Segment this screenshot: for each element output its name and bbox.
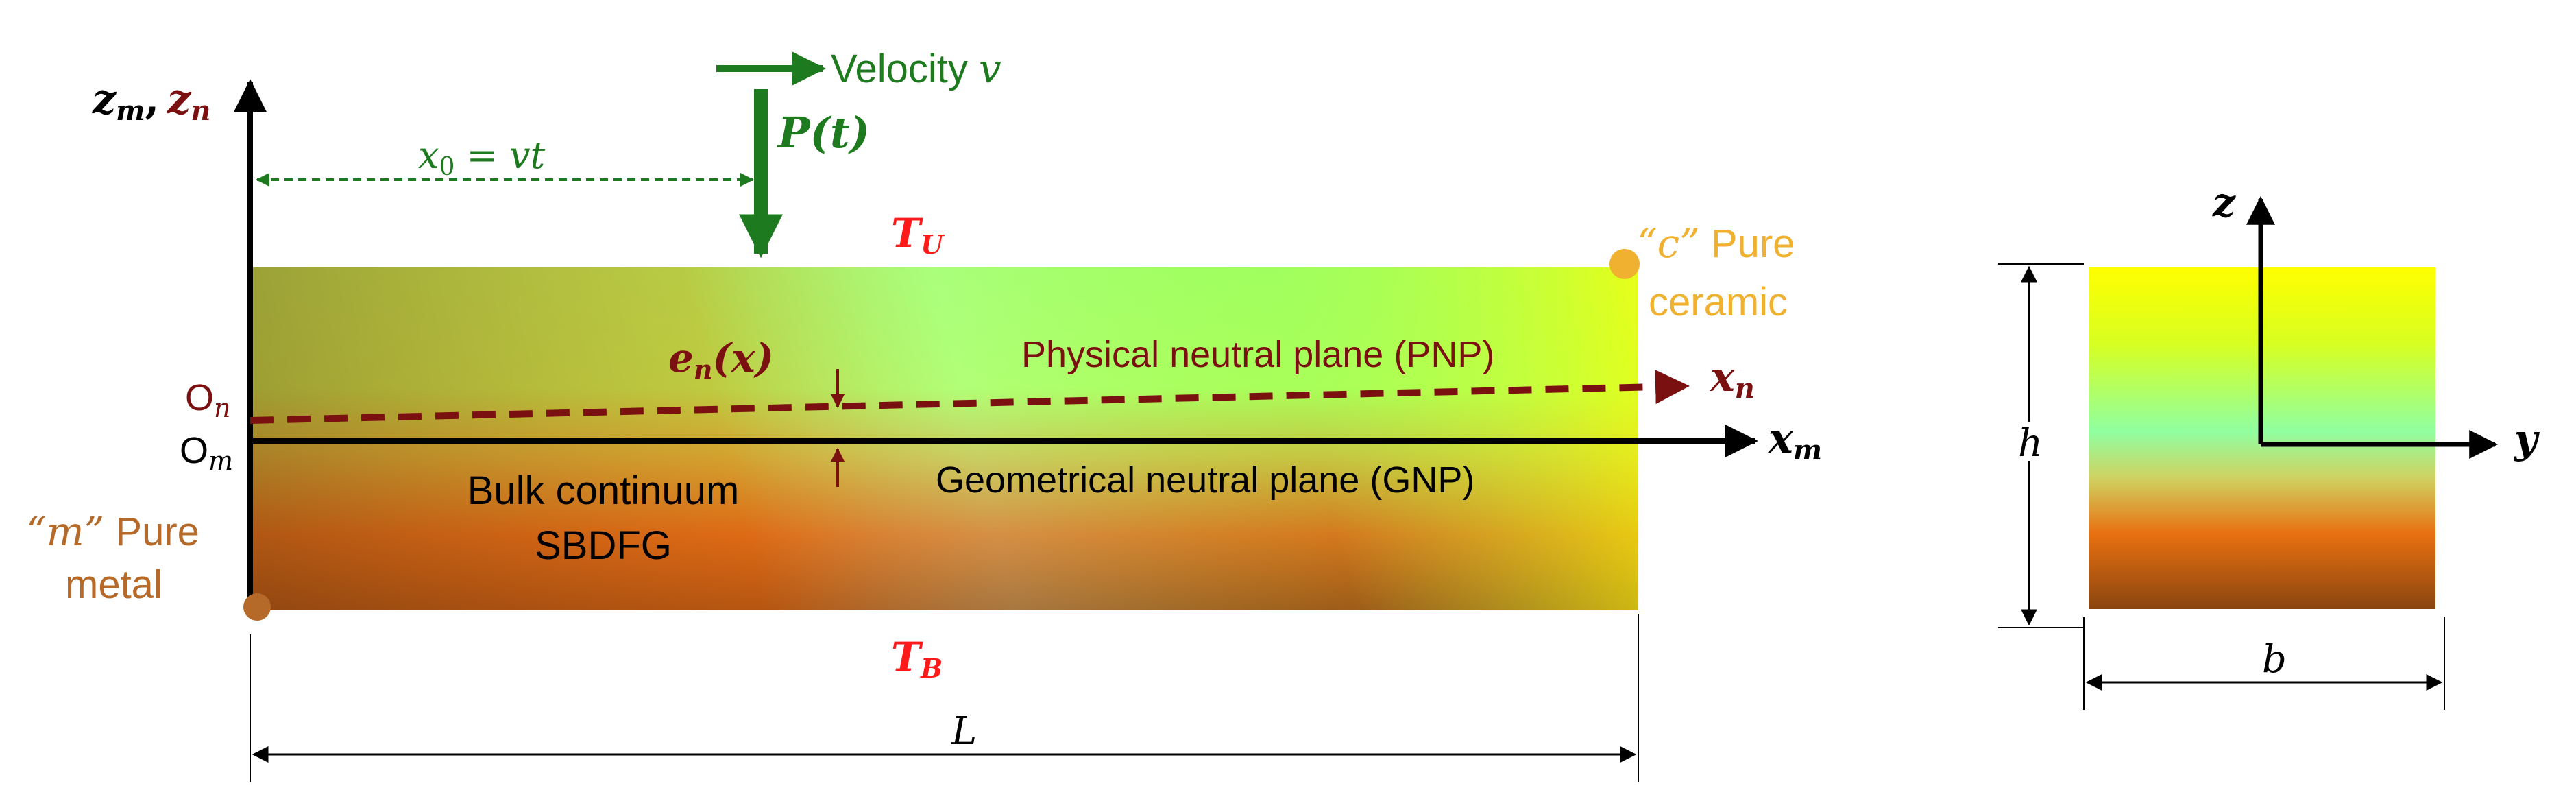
axis-zm-subscript: m bbox=[116, 95, 145, 127]
load-label: P(t) bbox=[777, 108, 870, 158]
axis-zm-label: z bbox=[92, 75, 117, 123]
metal-pure: Pure bbox=[104, 510, 199, 554]
velocity-word: Velocity bbox=[831, 47, 979, 91]
axis-zn-label: z bbox=[167, 75, 192, 123]
ceramic-quote: “c” bbox=[1637, 220, 1700, 267]
metal-quote: “m” bbox=[26, 508, 104, 555]
height-label: h bbox=[2018, 421, 2043, 466]
xm-symbol: x bbox=[1767, 415, 1794, 463]
length-label: L bbox=[951, 709, 977, 754]
top-temperature-label: TU bbox=[891, 210, 945, 260]
ceramic-pure: Pure bbox=[1700, 222, 1795, 266]
cs-z-label: z bbox=[2212, 179, 2236, 226]
cs-y-label: y bbox=[2513, 416, 2540, 462]
metal-label-line2: metal bbox=[65, 562, 162, 607]
pnp-label: Physical neutral plane (PNP) bbox=[1021, 334, 1494, 375]
tb-symbol: T bbox=[891, 634, 923, 680]
cross-section: z y h b bbox=[1998, 179, 2540, 710]
ceramic-label-line1: “c” Pure bbox=[1637, 220, 1795, 267]
en-symbol: e bbox=[668, 335, 694, 381]
origin-m-subscript: m bbox=[208, 446, 233, 476]
tb-subscript: B bbox=[920, 653, 943, 684]
origin-n-label: On bbox=[185, 377, 231, 423]
bulk-label-line2: SBDFG bbox=[535, 523, 672, 568]
metal-point bbox=[243, 593, 271, 621]
xm-subscript: m bbox=[1793, 434, 1822, 466]
tu-symbol: T bbox=[891, 210, 923, 256]
en-subscript: n bbox=[694, 354, 713, 385]
origin-n-symbol: O bbox=[185, 377, 214, 418]
physical-neutral-plane bbox=[250, 370, 1690, 424]
gnp-label: Geometrical neutral plane (GNP) bbox=[936, 459, 1474, 501]
xn-symbol: x bbox=[1709, 353, 1736, 401]
x0-label: x0 = vt bbox=[418, 134, 545, 181]
bottom-temperature-label: TB bbox=[891, 634, 943, 684]
xn-subscript: n bbox=[1735, 372, 1755, 405]
x0-rhs: = vt bbox=[454, 134, 545, 177]
x0-subscript: 0 bbox=[439, 153, 454, 181]
en-argument: (x) bbox=[713, 335, 774, 381]
velocity-symbol: v bbox=[979, 45, 1001, 92]
ceramic-point bbox=[1609, 249, 1640, 279]
xm-axis-label: xm bbox=[1767, 415, 1822, 466]
width-label: b bbox=[2262, 637, 2287, 682]
xn-axis-label: xn bbox=[1709, 353, 1755, 405]
axis-comma: , bbox=[145, 75, 159, 123]
x0-symbol: x bbox=[418, 134, 439, 177]
metal-label-line1: “m” Pure bbox=[26, 508, 199, 555]
ceramic-label-line2: ceramic bbox=[1649, 280, 1788, 324]
eccentricity-label: en(x) bbox=[668, 335, 774, 385]
axis-z-label: zm, zn bbox=[92, 75, 210, 127]
tu-subscript: U bbox=[921, 229, 945, 260]
origin-n-subscript: n bbox=[214, 393, 230, 423]
velocity-label: Velocity v bbox=[831, 45, 1001, 92]
bulk-label-line1: Bulk continuum bbox=[467, 468, 740, 513]
axis-zn-subscript: n bbox=[191, 95, 210, 127]
origin-m-label: Om bbox=[180, 430, 233, 476]
origin-m-symbol: O bbox=[180, 430, 208, 471]
